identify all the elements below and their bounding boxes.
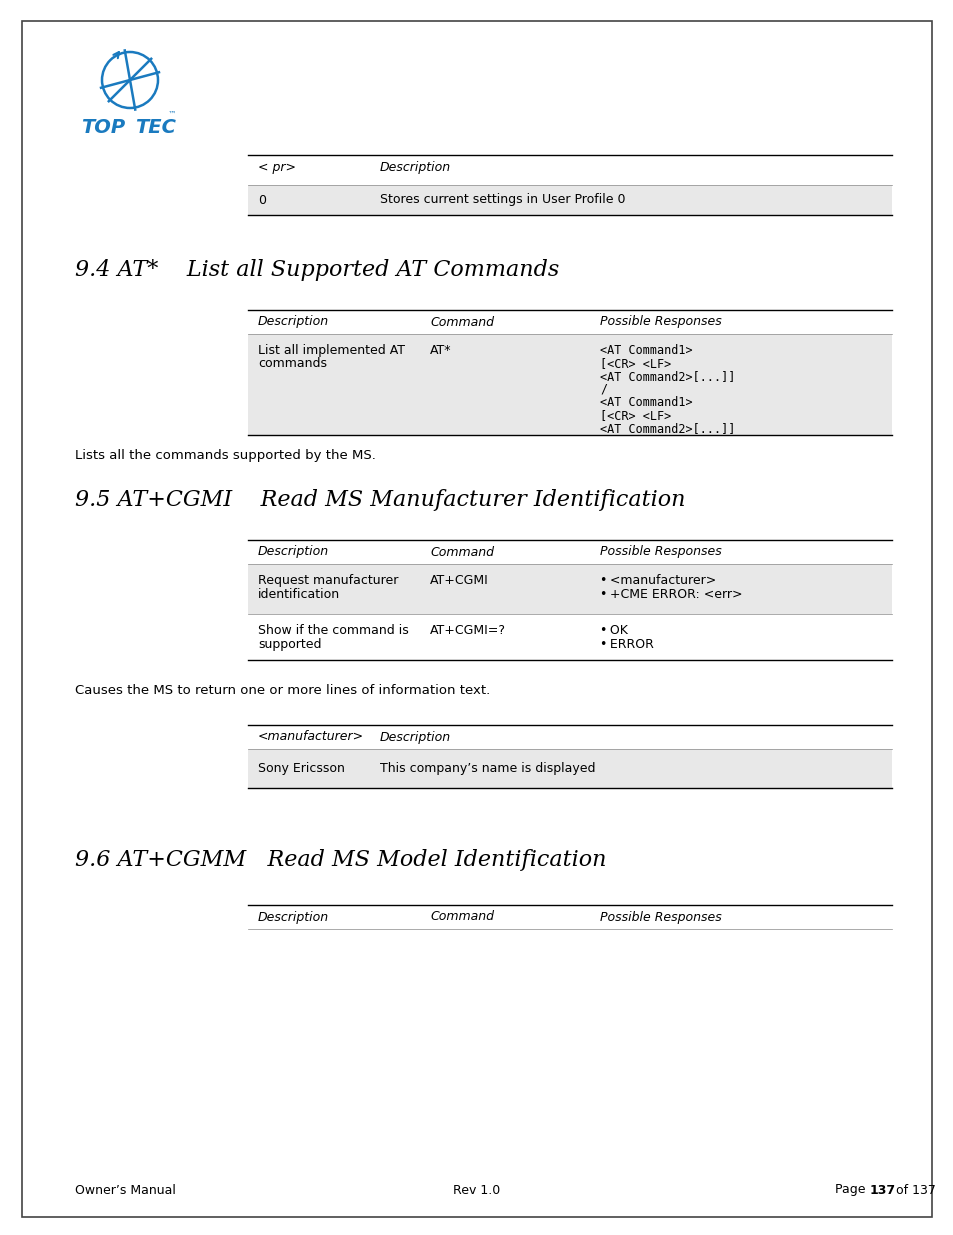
Text: Possible Responses: Possible Responses [599, 910, 721, 924]
Text: 9.6 AT+CGMM   Read MS Model Identification: 9.6 AT+CGMM Read MS Model Identification [75, 848, 606, 871]
Text: • <manufacturer>: • <manufacturer> [599, 574, 716, 587]
Text: [<CR> <LF>: [<CR> <LF> [599, 409, 671, 422]
Text: List all implemented AT: List all implemented AT [257, 345, 405, 357]
Text: 137: 137 [869, 1183, 895, 1197]
Text: < pr>: < pr> [257, 162, 295, 174]
Text: <AT Command2>[...]]: <AT Command2>[...]] [599, 422, 735, 435]
Text: /: / [599, 383, 606, 396]
Text: Description: Description [257, 315, 329, 329]
Text: TEC: TEC [135, 119, 175, 137]
Text: <AT Command1>: <AT Command1> [599, 345, 692, 357]
Bar [248, 564, 891, 614]
Text: Description: Description [379, 730, 451, 743]
Text: Command: Command [430, 546, 494, 558]
Text: ™: ™ [168, 110, 176, 119]
Text: Owner’s Manual: Owner’s Manual [75, 1183, 175, 1197]
Text: [<CR> <LF>: [<CR> <LF> [599, 357, 671, 370]
Text: Description: Description [257, 546, 329, 558]
Text: Rev 1.0: Rev 1.0 [453, 1183, 500, 1197]
Text: Command: Command [430, 910, 494, 924]
Bar [248, 196, 891, 215]
Text: • +CME ERROR: <err>: • +CME ERROR: <err> [599, 588, 741, 601]
Text: Request manufacturer: Request manufacturer [257, 574, 398, 587]
Text: Possible Responses: Possible Responses [599, 315, 721, 329]
Text: Sony Ericsson: Sony Ericsson [257, 762, 345, 776]
Text: 9.4 AT*    List all Supported AT Commands: 9.4 AT* List all Supported AT Commands [75, 259, 558, 282]
Text: <AT Command1>: <AT Command1> [599, 396, 692, 409]
Text: Lists all the commands supported by the MS.: Lists all the commands supported by the … [75, 448, 375, 462]
Text: AT+CGMI: AT+CGMI [430, 574, 488, 587]
Text: Show if the command is: Show if the command is [257, 624, 408, 637]
Text: <manufacturer>: <manufacturer> [257, 730, 364, 743]
Text: Description: Description [257, 910, 329, 924]
Bar [248, 333, 891, 435]
Text: AT*: AT* [430, 345, 451, 357]
Text: Page: Page [835, 1183, 869, 1197]
Bar [248, 748, 891, 788]
Text: commands: commands [257, 357, 327, 370]
Text: of 137: of 137 [891, 1183, 935, 1197]
Text: • OK: • OK [599, 624, 627, 637]
Text: identification: identification [257, 588, 340, 601]
Text: AT+CGMI=?: AT+CGMI=? [430, 624, 505, 637]
Text: • ERROR: • ERROR [599, 638, 653, 651]
Text: Causes the MS to return one or more lines of information text.: Causes the MS to return one or more line… [75, 683, 490, 697]
Text: Stores current settings in User Profile 0: Stores current settings in User Profile … [379, 194, 625, 206]
Text: Description: Description [379, 162, 451, 174]
Text: This company’s name is displayed: This company’s name is displayed [379, 762, 595, 776]
Text: 0: 0 [257, 194, 266, 206]
Text: Possible Responses: Possible Responses [599, 546, 721, 558]
Bar [248, 185, 891, 215]
Text: supported: supported [257, 638, 321, 651]
Text: 9.5 AT+CGMI    Read MS Manufacturer Identification: 9.5 AT+CGMI Read MS Manufacturer Identif… [75, 489, 685, 511]
Text: <AT Command2>[...]]: <AT Command2>[...]] [599, 370, 735, 383]
Text: Command: Command [430, 315, 494, 329]
Text: TOP: TOP [81, 119, 125, 137]
Bar [248, 203, 891, 215]
